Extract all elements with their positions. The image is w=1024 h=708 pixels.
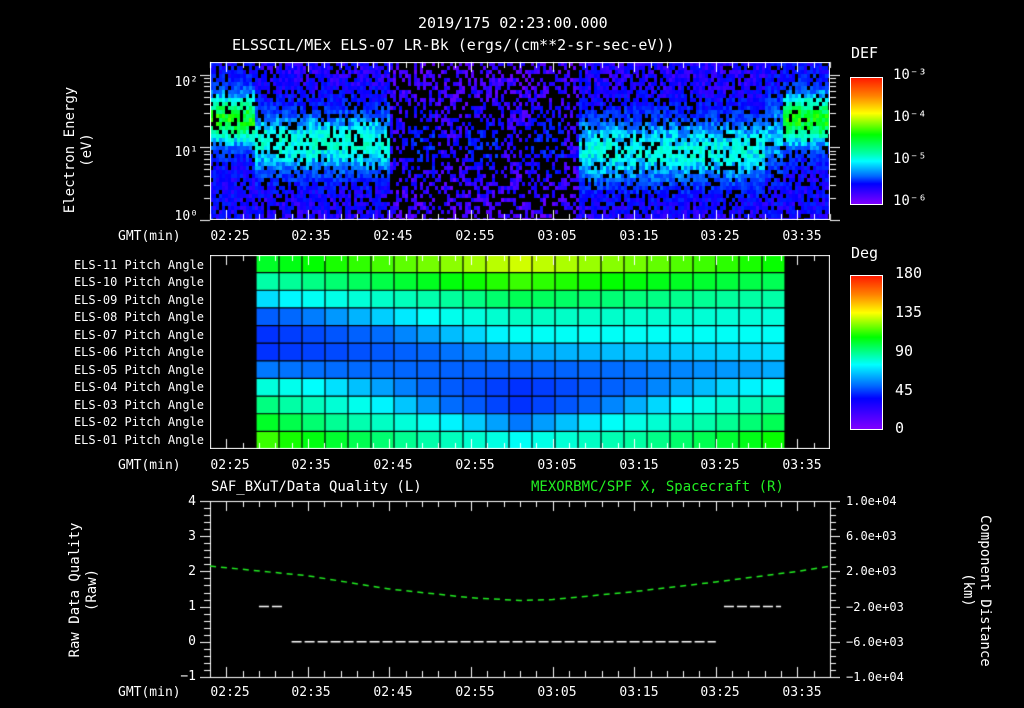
panel3-xtick: 03:05 — [537, 685, 577, 700]
colorbar1-label: 10⁻⁴ — [893, 109, 927, 125]
panel3-ytick-left: −1 — [180, 669, 196, 684]
pitch-row-label: ELS-10 Pitch Angle — [73, 275, 204, 289]
panel1-xtick: 03:25 — [700, 229, 740, 244]
panel3-ytick-right: −2.0e+03 — [846, 600, 904, 614]
pitch-row-label: ELS-11 Pitch Angle — [73, 258, 204, 272]
colorbar2-label: 180 — [895, 264, 923, 282]
colorbar2-label: 45 — [895, 381, 914, 399]
panel1-xtick: 03:15 — [619, 229, 659, 244]
panel3-xtick: 02:35 — [291, 685, 331, 700]
panel1-yunit-text: (eV) — [79, 133, 95, 167]
panel2-xtick: 03:15 — [619, 458, 659, 473]
panel2-xtick: 02:25 — [210, 458, 250, 473]
panel3-ytick-left: 3 — [188, 529, 196, 544]
panel3-ytick-right: −1.0e+04 — [846, 670, 904, 684]
pitch-row-label: ELS-01 Pitch Angle — [73, 433, 204, 447]
panel3-title-left: SAF_BXuT/Data Quality (L) — [211, 479, 422, 495]
panel1-xtick: 02:45 — [373, 229, 413, 244]
colorbar2-title: Deg — [851, 244, 879, 262]
pitch-row-label: ELS-06 Pitch Angle — [73, 345, 204, 359]
panel3-ytick-left: 4 — [188, 494, 196, 509]
panel3-xtick: 03:25 — [700, 685, 740, 700]
panel3-yunit-text: (Raw) — [84, 568, 100, 612]
pitch-row-label: ELS-03 Pitch Angle — [73, 398, 204, 412]
panel1-xtick: 03:05 — [537, 229, 577, 244]
colorbar1-label: 10⁻⁶ — [893, 193, 927, 209]
pitch-row-label: ELS-04 Pitch Angle — [73, 380, 204, 394]
panel3-ylabel-right: Component Distance (km) — [957, 515, 993, 667]
panel2-xtick: 02:35 — [291, 458, 331, 473]
colorbar2-label: 135 — [895, 303, 923, 321]
panel2-xaxis-label: GMT(min) — [118, 458, 181, 473]
panel2-xtick: 03:25 — [700, 458, 740, 473]
pitch-row-label: ELS-07 Pitch Angle — [73, 328, 204, 342]
panel1-ytick-1: 10⁰ — [174, 209, 198, 224]
pitch-row-label: ELS-08 Pitch Angle — [73, 310, 204, 324]
panel2-xtick: 03:05 — [537, 458, 577, 473]
quality-distance-lineplot[interactable] — [200, 495, 840, 685]
panel2-xtick: 02:45 — [373, 458, 413, 473]
plot-title: ELSSCIL/MEx ELS-07 LR-Bk (ergs/(cm**2-sr… — [232, 36, 675, 54]
panel3-xtick: 02:45 — [373, 685, 413, 700]
panel3-ytick-left: 2 — [188, 564, 196, 579]
panel3-ytick-right: 1.0e+04 — [846, 494, 897, 508]
colorbar1-label: 10⁻⁵ — [893, 151, 927, 167]
panel3-xtick: 03:35 — [782, 685, 822, 700]
panel3-title-right: MEXORBMC/SPF X, Spacecraft (R) — [531, 479, 784, 495]
pitch-row-label: ELS-02 Pitch Angle — [73, 415, 204, 429]
panel1-xtick: 02:35 — [291, 229, 331, 244]
panel1-ytick-100: 10² — [174, 75, 198, 90]
plot-timestamp: 2019/175 02:23:00.000 — [418, 14, 608, 32]
panel3-ylabel: Raw Data Quality (Raw) — [67, 515, 103, 665]
colorbar2-label: 90 — [895, 342, 914, 360]
colorbar2-label: 0 — [895, 419, 905, 437]
panel2-xtick: 02:55 — [455, 458, 495, 473]
panel3-ylabel-text: Raw Data Quality — [67, 522, 83, 658]
panel1-xtick: 02:25 — [210, 229, 250, 244]
pitch-row-label: ELS-05 Pitch Angle — [73, 363, 204, 377]
pitch-angle-heatmap[interactable] — [210, 255, 830, 449]
panel3-xaxis-label: GMT(min) — [118, 685, 181, 700]
panel3-ytick-right: −6.0e+03 — [846, 635, 904, 649]
panel2-xtick: 03:35 — [782, 458, 822, 473]
panel3-ytick-right: 6.0e+03 — [846, 529, 897, 543]
panel3-ytick-left: 1 — [188, 599, 196, 614]
colorbar1-title: DEF — [851, 44, 879, 62]
panel1-xaxis-label: GMT(min) — [118, 229, 181, 244]
panel1-ytick-10: 10¹ — [174, 145, 198, 160]
panel1-xtick: 02:55 — [455, 229, 495, 244]
colorbar2-deg — [850, 275, 883, 430]
panel3-xtick: 03:15 — [619, 685, 659, 700]
colorbar1-def — [850, 77, 883, 205]
pitch-row-label: ELS-09 Pitch Angle — [73, 293, 204, 307]
panel3-ylabel-right-text: Component Distance — [977, 515, 993, 667]
colorbar1-label: 10⁻³ — [893, 67, 927, 83]
panel3-yunit-right-text: (km) — [960, 573, 976, 607]
panel3-ytick-right: 2.0e+03 — [846, 564, 897, 578]
panel1-ylabel-text: Electron Energy — [62, 86, 78, 214]
panel1-axes — [200, 56, 840, 226]
panel1-ylabel: Electron Energy (eV) — [62, 85, 98, 215]
panel1-xtick: 03:35 — [782, 229, 822, 244]
panel3-ytick-left: 0 — [188, 634, 196, 649]
panel3-xtick: 02:55 — [455, 685, 495, 700]
panel3-xtick: 02:25 — [210, 685, 250, 700]
